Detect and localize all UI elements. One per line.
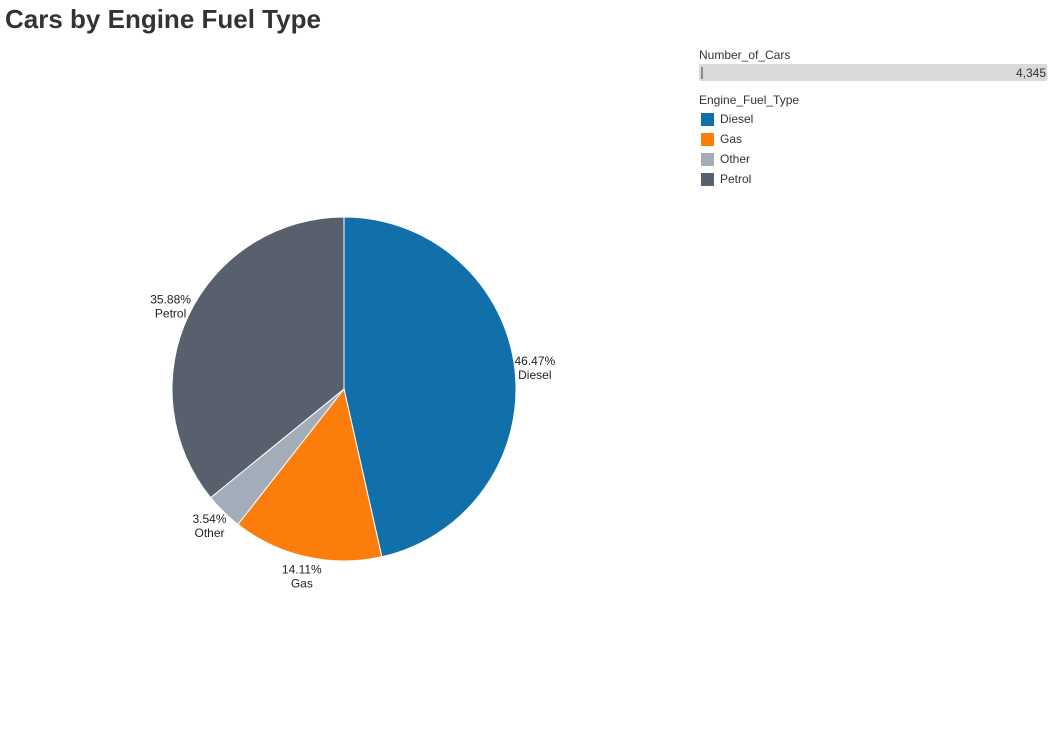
pie-label-gas: 14.11%Gas: [282, 562, 322, 590]
legend-label: Gas: [720, 132, 743, 146]
slice-percent-label: 46.47%: [514, 354, 555, 368]
legend-panel: Number_of_Cars 4,345 Engine_Fuel_Type Di…: [699, 48, 1049, 189]
pie-slice-petrol[interactable]: [171, 216, 345, 499]
slice-category-label: Diesel: [518, 368, 551, 382]
size-legend-bar: 4,345: [699, 64, 1047, 81]
slice-percent-label: 3.54%: [193, 512, 227, 526]
size-legend-value: 4,345: [1015, 66, 1046, 80]
legend-label: Diesel: [720, 112, 754, 126]
legend-item-petrol[interactable]: Petrol: [699, 169, 1049, 189]
color-legend-title: Engine_Fuel_Type: [699, 93, 800, 107]
slice-category-label: Other: [195, 526, 225, 540]
pie-slice-gas[interactable]: [237, 387, 383, 562]
legend-item-other[interactable]: Other: [699, 149, 1049, 169]
chart-title: Cars by Engine Fuel Type: [5, 4, 321, 34]
slice-category-label: Petrol: [155, 307, 186, 321]
legend-label: Other: [720, 152, 751, 166]
pie-label-petrol: 35.88%Petrol: [150, 293, 191, 321]
legend-swatch: [701, 132, 714, 146]
pie-label-diesel: 46.47%Diesel: [514, 354, 555, 382]
pie-labels: 46.47%Diesel 14.11%Gas 3.54%Other 35.88%Pet…: [150, 293, 555, 591]
legend-swatch: [701, 172, 714, 186]
pie-slice-diesel[interactable]: [343, 216, 517, 558]
size-legend-tick: [701, 67, 703, 79]
slice-category-label: Gas: [291, 576, 313, 590]
pie-label-other: 3.54%Other: [193, 512, 227, 540]
legend-label: Petrol: [720, 172, 752, 186]
legend-item-diesel[interactable]: Diesel: [699, 109, 1049, 129]
size-legend-title: Number_of_Cars: [699, 48, 791, 62]
slice-percent-label: 35.88%: [150, 293, 191, 307]
pie-slices: [171, 216, 517, 562]
slice-percent-label: 14.11%: [282, 562, 322, 576]
legend-swatch: [701, 152, 714, 166]
legend-swatch: [701, 112, 714, 126]
legend-item-gas[interactable]: Gas: [699, 129, 1049, 149]
